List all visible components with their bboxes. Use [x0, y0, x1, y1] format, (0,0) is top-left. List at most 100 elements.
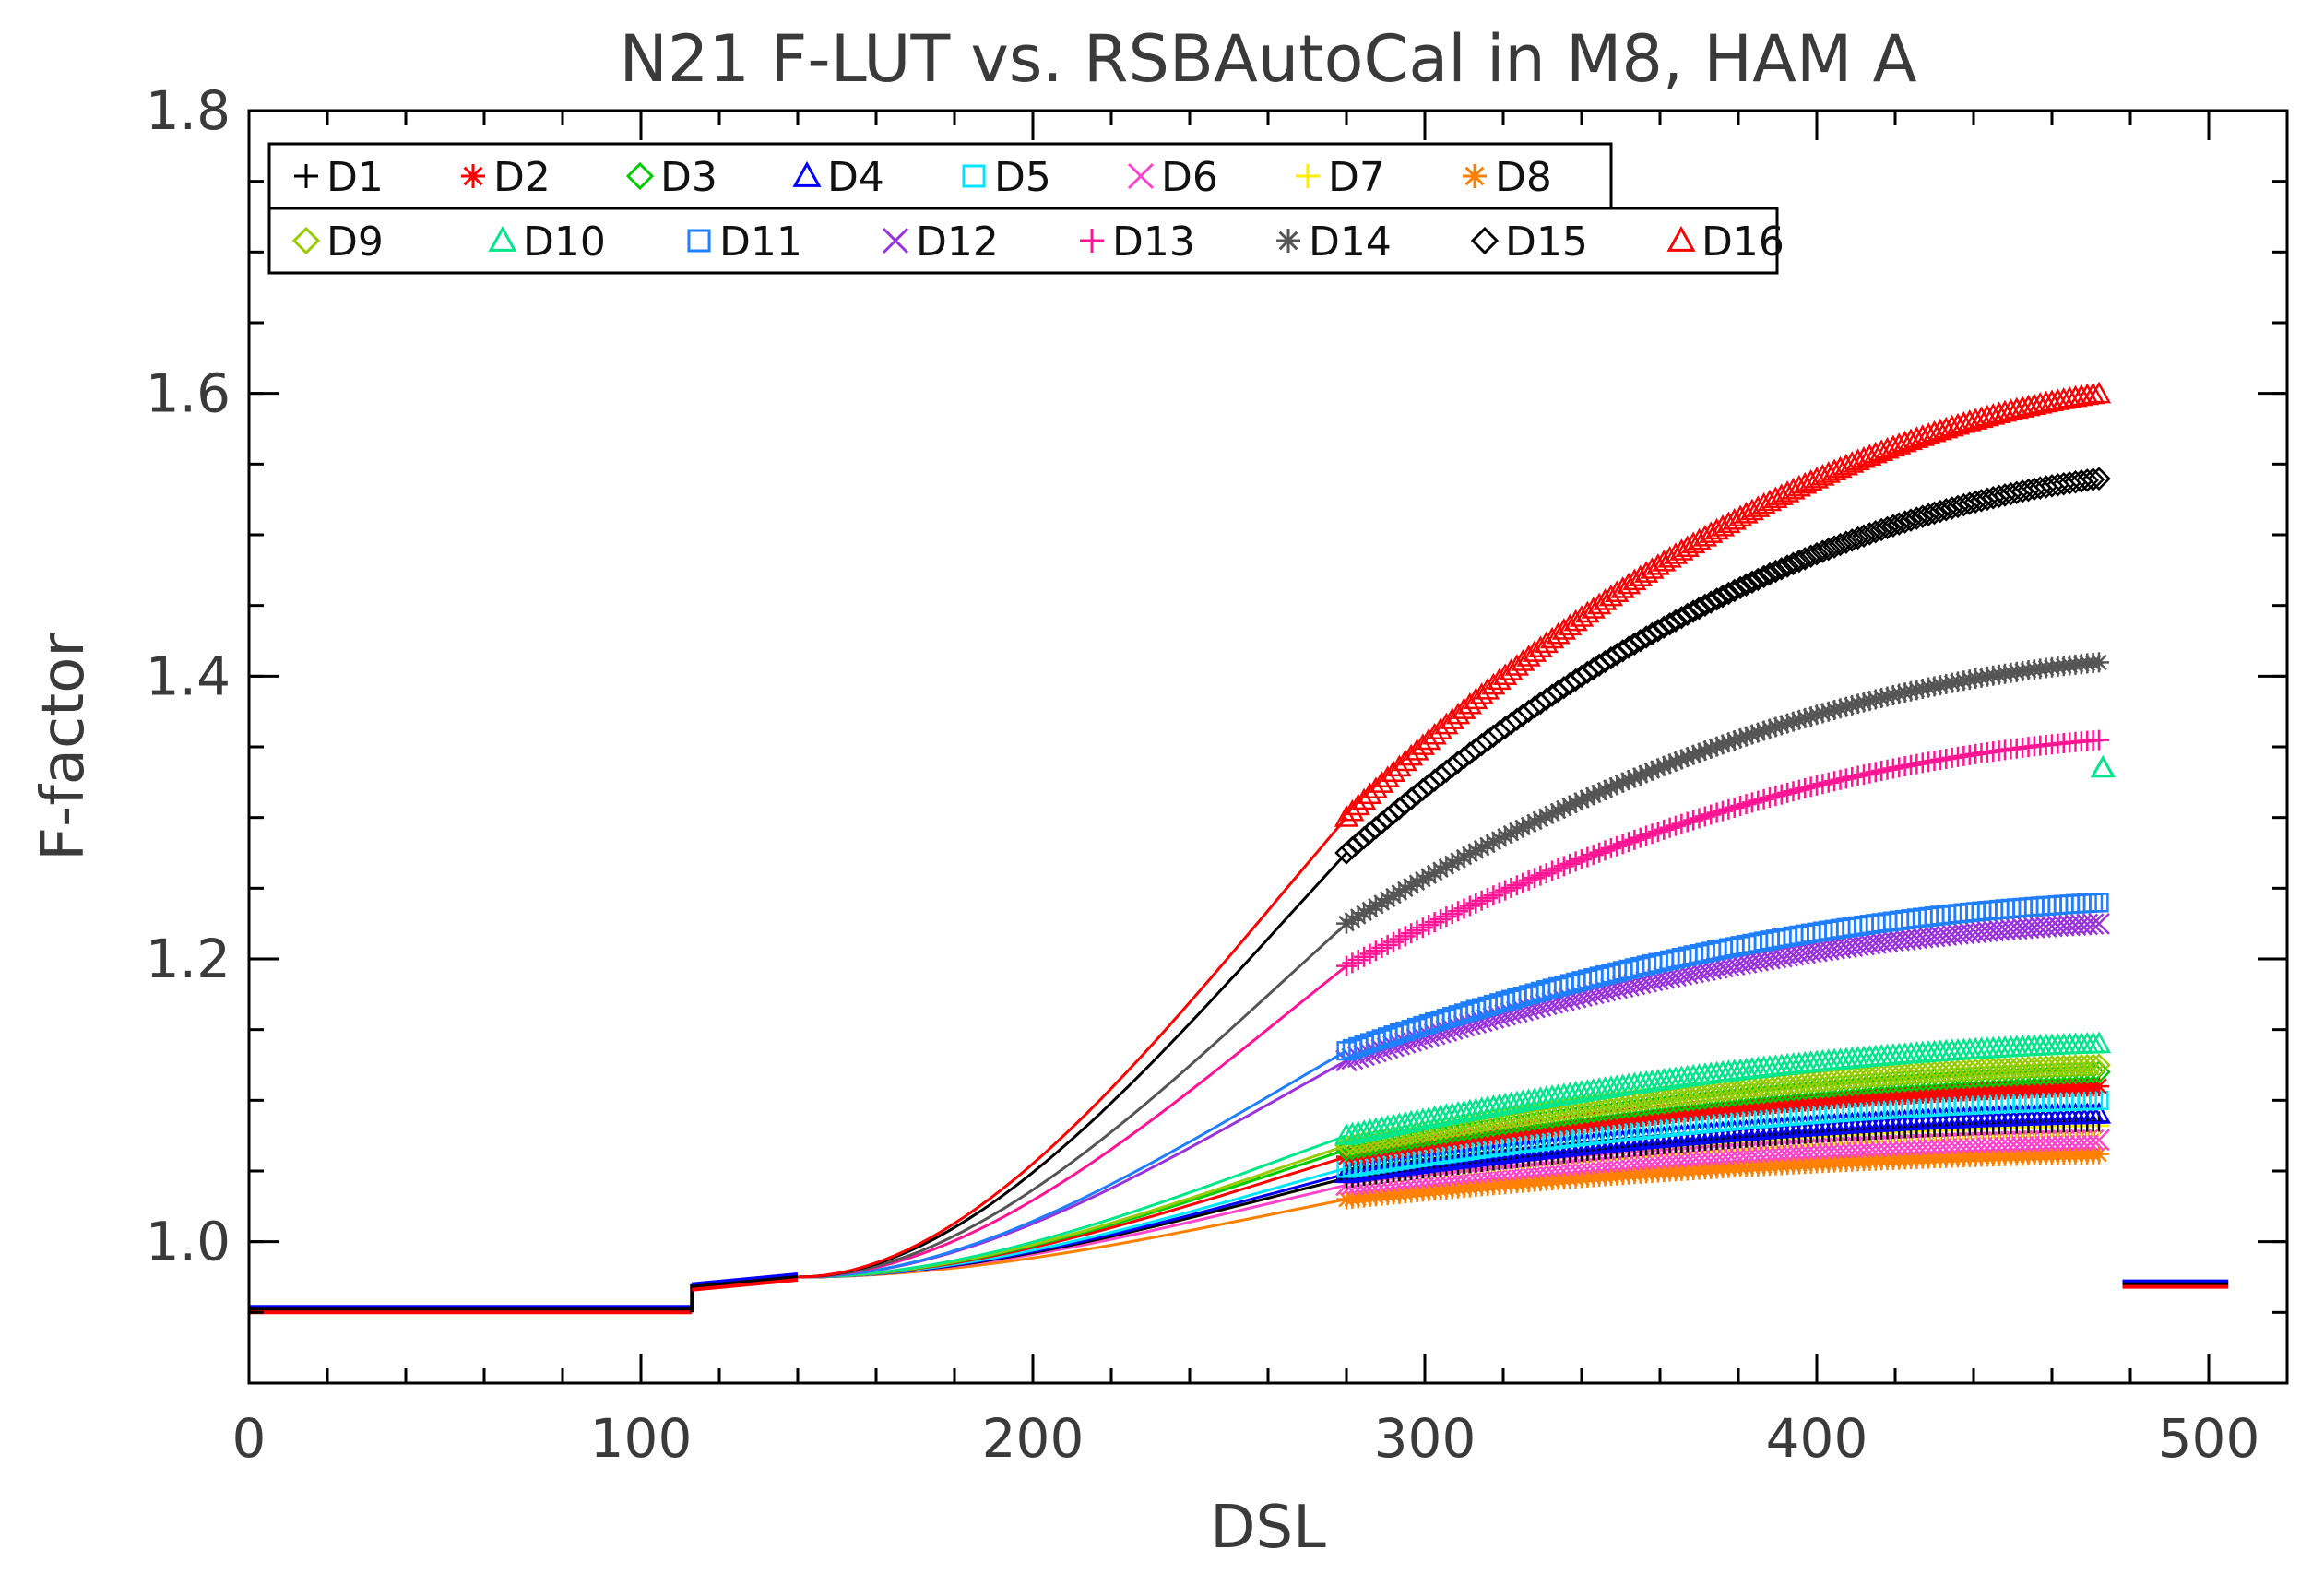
- legend: D1 D2 D3 D4 D5 D6 D7 D8 D9 D10 D11 D12 D13 D14 D15 D16: [267, 142, 1784, 275]
- data-point: [1652, 1084, 1677, 1109]
- data-point: [1788, 709, 1809, 730]
- data-point: [1652, 615, 1677, 640]
- data-point: [1881, 514, 1905, 538]
- legend-marker-d12: [882, 227, 909, 254]
- data-point: [1763, 1072, 1788, 1097]
- legend-marker-d15: [1470, 226, 1500, 255]
- y-tick-label: 1.2: [146, 928, 231, 990]
- legend-label-d5: D5: [994, 154, 1051, 201]
- data-point: [1963, 1058, 1987, 1082]
- data-point: [1783, 711, 1804, 732]
- data-point: [2086, 1031, 2112, 1054]
- data-point: [1336, 913, 1357, 934]
- data-point: [1642, 760, 1663, 781]
- data-point: [1787, 549, 1811, 574]
- data-point: [1740, 1075, 1764, 1099]
- data-point: [1352, 787, 1377, 810]
- data-point: [1746, 1074, 1771, 1099]
- data-point: [2028, 1055, 2053, 1080]
- legend-marker-d2: [461, 164, 485, 188]
- data-point: [1854, 692, 1874, 713]
- x-tick-label: 500: [2158, 1407, 2260, 1470]
- data-point: [1910, 1061, 1935, 1085]
- series-d14: [797, 652, 2109, 1279]
- data-point: [1381, 760, 1406, 782]
- data-point: [1736, 726, 1757, 747]
- data-point: [1634, 1087, 1658, 1111]
- data-point: [1730, 727, 1751, 749]
- data-point: [1916, 1060, 1940, 1085]
- data-point: [1666, 751, 1686, 772]
- data-point: [1495, 825, 1516, 846]
- data-point: [1675, 535, 1700, 557]
- legend-label-d12: D12: [916, 219, 999, 266]
- data-point: [2087, 467, 2111, 491]
- data-point: [1728, 575, 1752, 600]
- data-point: [1818, 701, 1839, 722]
- data-point: [1607, 775, 1628, 796]
- data-point: [1359, 899, 1381, 920]
- data-point: [1859, 691, 1880, 712]
- data-point: [1904, 1061, 1929, 1086]
- data-point: [2040, 1055, 2064, 1079]
- legend-marker-d13: [1080, 229, 1104, 253]
- flut-ramp-d13: [797, 964, 1347, 1279]
- data-point: [1807, 704, 1827, 726]
- data-point: [1657, 611, 1682, 636]
- flut-segment: [692, 1275, 799, 1289]
- data-point: [1711, 1078, 1735, 1103]
- data-point: [2081, 467, 2105, 491]
- data-point: [1628, 628, 1653, 653]
- data-point: [1377, 889, 1398, 910]
- data-point: [1769, 483, 1794, 505]
- data-point: [1577, 787, 1598, 809]
- data-point: [1892, 510, 1917, 534]
- x-axis-label: DSL: [1210, 1494, 1326, 1562]
- data-point: [1887, 512, 1912, 536]
- data-point: [2063, 1054, 2088, 1078]
- data-point: [1877, 686, 1898, 707]
- legend-marker-d9: [291, 226, 321, 255]
- data-point: [1894, 682, 1915, 704]
- data-point: [1669, 1082, 1694, 1107]
- data-point: [1530, 809, 1551, 830]
- legend-label-d2: D2: [493, 154, 551, 201]
- data-point: [1716, 511, 1741, 534]
- data-point: [1424, 862, 1445, 883]
- data-point: [1547, 800, 1569, 822]
- data-point: [1389, 881, 1410, 903]
- data-point: [2004, 1056, 2029, 1081]
- data-point: [1842, 694, 1863, 716]
- y-tick-label: 1.4: [146, 645, 231, 707]
- data-point: [1399, 743, 1424, 766]
- data-point: [1740, 570, 1764, 595]
- data-point: [1845, 1066, 1870, 1090]
- data-point: [2057, 1054, 2081, 1078]
- data-point: [1781, 551, 1806, 576]
- data-point: [1834, 1067, 1858, 1091]
- data-point: [1610, 1090, 1635, 1115]
- data-point: [1617, 1089, 1641, 1114]
- data-point: [1422, 722, 1447, 745]
- data-point: [1471, 837, 1492, 858]
- data-point: [1689, 742, 1710, 763]
- data-point: [1916, 503, 1940, 527]
- data-point: [1677, 747, 1698, 768]
- data-point: [1840, 528, 1865, 552]
- data-point: [1845, 526, 1870, 550]
- legend-marker-d8: [1463, 164, 1487, 188]
- data-point: [1706, 736, 1727, 757]
- legend-label-d3: D3: [660, 154, 717, 201]
- data-point: [1718, 732, 1739, 753]
- data-point: [1436, 856, 1457, 877]
- series-d11: [797, 893, 2109, 1279]
- data-point: [1912, 678, 1933, 699]
- flut-segment: [692, 1272, 799, 1286]
- data-point: [1857, 522, 1882, 546]
- data-point: [1899, 1062, 1923, 1086]
- data-point: [1924, 676, 1945, 697]
- data-point: [1640, 621, 1665, 646]
- data-point: [1536, 806, 1557, 827]
- flut-ramp-d11: [797, 1049, 1347, 1279]
- data-point: [1518, 814, 1539, 835]
